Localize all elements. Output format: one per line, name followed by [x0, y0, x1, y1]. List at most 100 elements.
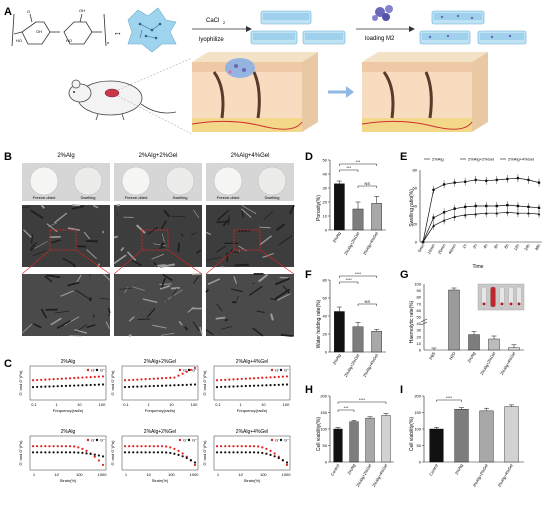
- c-g2-point: [245, 385, 247, 387]
- y-tick-label: 50: [323, 158, 328, 163]
- x-category-label: Control: [428, 463, 439, 477]
- data-point: [474, 179, 477, 182]
- c-g1-point: [216, 379, 218, 381]
- c-g2-point: [194, 383, 196, 385]
- c-g1-point: [169, 446, 171, 448]
- c-subplot-title: 2%Alg+4%Gel: [236, 359, 268, 365]
- c-g1-point: [98, 376, 100, 378]
- c-g2-point: [286, 383, 288, 385]
- y-tick-label: 100: [414, 427, 421, 432]
- c-g2-point: [136, 386, 138, 388]
- b-freeze-dried-label: Freeze-dried: [125, 195, 148, 200]
- c-g2-point: [48, 385, 50, 387]
- c-g2-point: [57, 385, 59, 387]
- b-sem-texture: [216, 318, 226, 319]
- c-legend-g2: G'': [100, 368, 105, 373]
- c-legend-g1-marker: [179, 439, 181, 441]
- c-g2-point: [140, 385, 142, 387]
- c-g1-point: [249, 377, 251, 379]
- data-point: [538, 181, 541, 184]
- c-g2-point: [265, 384, 267, 386]
- y-tick-label: 90: [417, 288, 422, 293]
- x-tick-label: 4h: [482, 243, 489, 249]
- b-sem-high-mag: [22, 274, 110, 336]
- c-ylabel: G' and G''(Pa): [18, 370, 23, 396]
- rbc-pellet: [518, 303, 521, 306]
- c-g1-point: [245, 378, 247, 380]
- x-tick-label: 0min: [417, 243, 426, 253]
- panel-g-letter: G: [400, 269, 409, 281]
- x-category-label: 2%Alg: [466, 351, 476, 364]
- y-tick-label: 0: [419, 348, 422, 353]
- c-g1-point: [149, 445, 151, 447]
- c-tick-label: 1: [148, 402, 151, 407]
- c-g1-point: [173, 448, 175, 450]
- bar: [449, 290, 460, 350]
- c-xlabel: Frequency(rad/s): [237, 408, 268, 413]
- c-g2-point: [40, 451, 42, 453]
- c-g1-point: [282, 376, 284, 378]
- c-legend-g1: G': [91, 368, 95, 373]
- c-tick-label: 0.1: [123, 402, 129, 407]
- b-swelling-sample: [166, 167, 194, 195]
- c-g2-point: [73, 451, 75, 453]
- c-g2-point: [85, 452, 87, 454]
- c-legend-g2-marker: [96, 439, 98, 441]
- c-g1-point: [90, 376, 92, 378]
- c-g1-point: [81, 448, 83, 450]
- c-g2-point: [236, 385, 238, 387]
- c-g1-point: [69, 377, 71, 379]
- cacl2-subscript: 2: [223, 20, 226, 25]
- c-g2-point: [132, 386, 134, 388]
- c-g2-point: [186, 457, 188, 459]
- c-legend-g1-marker: [179, 369, 181, 371]
- c-g2-point: [61, 385, 63, 387]
- b-swelling-label: Swelling: [265, 195, 280, 200]
- c-g1-point: [73, 445, 75, 447]
- healing-arrow: [328, 86, 354, 98]
- c-g1-point: [157, 445, 159, 447]
- y-tick-label: 60: [323, 296, 328, 301]
- c-g1-point: [61, 445, 63, 447]
- mouse-icon: [69, 80, 176, 120]
- c-legend-g1-marker: [271, 439, 273, 441]
- c-g1-point: [236, 378, 238, 380]
- ho-label-2: HO: [66, 38, 72, 43]
- y-tick-label: 150: [320, 410, 327, 415]
- c-g2-point: [73, 384, 75, 386]
- m2-macrophage-icon: [372, 5, 393, 21]
- c-g1-point: [165, 377, 167, 379]
- bar: [372, 203, 382, 230]
- significance-label: ****: [355, 271, 362, 276]
- x-category-label: 2%Alg+4%Gel: [362, 353, 379, 378]
- h-ylabel: Cell viability(%): [316, 417, 322, 452]
- bar: [382, 415, 391, 462]
- y-tick-label: 30: [323, 186, 328, 191]
- series-line: [423, 212, 539, 242]
- c-g2-point: [173, 384, 175, 386]
- c-legend-g1: G': [275, 368, 279, 373]
- c-g1-point: [36, 445, 38, 447]
- c-tick-label: 1: [217, 472, 220, 477]
- c-g2-point: [90, 453, 92, 455]
- c-tick-label: 10: [146, 472, 151, 477]
- b-sem-high-mag: [206, 274, 294, 336]
- c-g1-point: [48, 378, 50, 380]
- c-subplot-title: 2%Alg+4%Gel: [236, 429, 268, 435]
- c-g2-point: [94, 454, 96, 456]
- bar: [334, 184, 344, 230]
- b-col-title: 2%Alg+4%Gel: [231, 153, 270, 159]
- y-tick-label: 200: [320, 394, 327, 399]
- c-g2-point: [52, 451, 54, 453]
- c-g1-point: [257, 377, 259, 379]
- c-subplot-title: 2%Alg+2%Gel: [144, 359, 176, 365]
- c-g1-point: [140, 378, 142, 380]
- bar: [353, 327, 363, 352]
- c-g2-point: [190, 459, 192, 461]
- c-g2-point: [269, 384, 271, 386]
